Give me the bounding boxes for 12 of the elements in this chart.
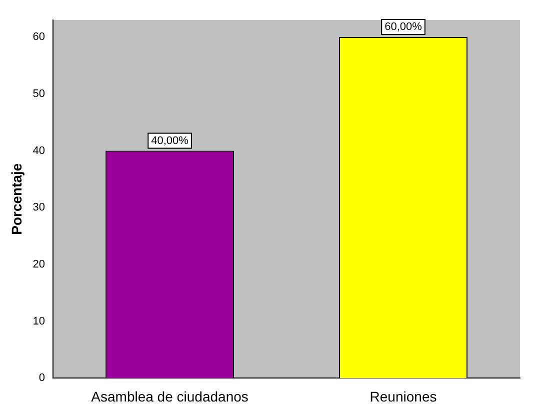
y-tick-label: 30 [32,202,46,214]
y-axis-title: Porcentaje [8,163,24,235]
x-tick-label: Asamblea de ciudadanos [91,388,248,404]
x-tick-label: Reuniones [370,388,437,404]
y-tick-label: 0 [38,372,46,384]
data-label: 40,00% [151,134,189,147]
data-label: 60,00% [384,21,422,34]
y-tick-label: 40 [32,144,46,157]
y-tick-label: 20 [32,258,46,271]
y-tick-label: 50 [32,88,46,100]
y-tick-label: 60 [32,31,46,44]
y-tick-label: 10 [32,315,46,328]
